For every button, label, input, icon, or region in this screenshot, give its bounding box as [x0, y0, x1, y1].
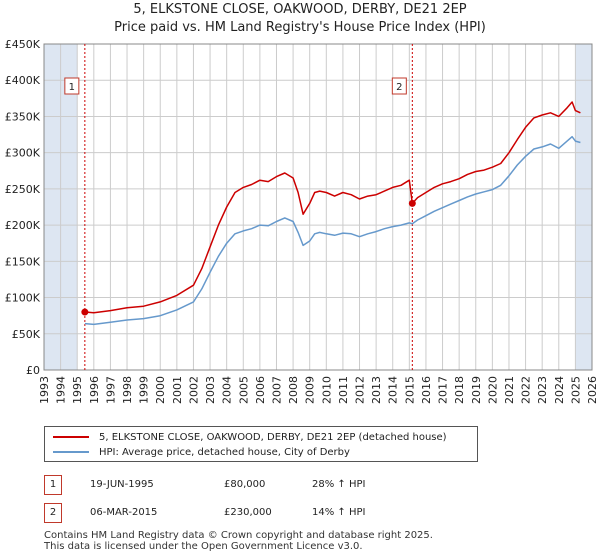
chart-title: 5, ELKSTONE CLOSE, OAKWOOD, DERBY, DE21 … — [133, 2, 467, 17]
x-tick-label: 2024 — [553, 376, 566, 404]
x-tick-label: 2016 — [420, 376, 433, 404]
sale-marker-label: 2 — [396, 82, 402, 93]
x-tick-label: 2012 — [354, 376, 367, 404]
x-tick-label: 2000 — [154, 376, 167, 404]
x-tick-label: 1999 — [138, 376, 151, 404]
legend-label-property: 5, ELKSTONE CLOSE, OAKWOOD, DERBY, DE21 … — [99, 431, 447, 443]
sale-marker-badge: 2 — [44, 503, 62, 523]
y-tick-label: £100K — [5, 292, 41, 305]
x-tick-label: 2020 — [486, 376, 499, 404]
sale-marker-box — [64, 77, 80, 95]
y-tick-label: £350K — [5, 110, 41, 123]
legend-label-hpi: HPI: Average price, detached house, City… — [99, 446, 350, 458]
chart-subtitle: Price paid vs. HM Land Registry's House … — [114, 20, 486, 35]
footer-line-2: This data is licensed under the Open Gov… — [44, 541, 363, 552]
x-tick-label: 2007 — [270, 376, 283, 404]
x-tick-label: 2018 — [453, 376, 466, 404]
y-tick-label: £450K — [5, 38, 41, 51]
sale-price: £230,000 — [224, 507, 272, 518]
sale-marker-label: 1 — [69, 82, 75, 93]
x-tick-label: 2022 — [520, 376, 533, 404]
x-tick-label: 2019 — [470, 376, 483, 404]
x-tick-label: 2008 — [287, 376, 300, 404]
x-tick-label: 1993 — [38, 376, 51, 404]
y-tick-label: £150K — [5, 255, 41, 268]
x-tick-label: 2001 — [171, 376, 184, 404]
series-line-property — [84, 101, 581, 314]
y-tick-label: £200K — [5, 219, 41, 232]
sale-date: 06-MAR-2015 — [90, 507, 158, 518]
y-tick-label: £400K — [5, 74, 41, 87]
legend: 5, ELKSTONE CLOSE, OAKWOOD, DERBY, DE21 … — [44, 426, 478, 462]
sale-price: £80,000 — [224, 479, 266, 490]
x-tick-label: 2026 — [586, 376, 599, 404]
x-tick-label: 1995 — [71, 376, 84, 404]
x-tick-label: 2017 — [437, 376, 450, 404]
footer-line-1: Contains HM Land Registry data © Crown c… — [44, 530, 433, 541]
x-tick-label: 2002 — [187, 376, 200, 404]
sale-marker-box — [391, 77, 407, 95]
y-tick-label: £50K — [12, 328, 41, 341]
price-chart: £0 £50K £100K £150K £200K £250K £300K £350K £400… — [5, 38, 599, 404]
sale-hpi-diff: 28% ↑ HPI — [312, 479, 366, 490]
x-tick-label: 2009 — [304, 376, 317, 404]
footer: Contains HM Land Registry data © Crown c… — [44, 530, 433, 552]
sale-point — [408, 199, 416, 207]
x-tick-label: 2006 — [254, 376, 267, 404]
legend-item-hpi: HPI: Average price, detached house, City… — [53, 445, 350, 459]
legend-swatch-hpi — [53, 451, 89, 453]
plot-frame — [43, 43, 593, 371]
y-tick-label: £250K — [5, 183, 41, 196]
x-tick-label: 2025 — [569, 376, 582, 404]
x-tick-label: 1994 — [55, 376, 68, 404]
legend-item-property: 5, ELKSTONE CLOSE, OAKWOOD, DERBY, DE21 … — [53, 430, 447, 444]
sale-date: 19-JUN-1995 — [90, 479, 154, 490]
x-tick-label: 1998 — [121, 376, 134, 404]
x-tick-label: 2013 — [370, 376, 383, 404]
sale-point — [81, 308, 89, 316]
y-tick-label: £300K — [5, 147, 41, 160]
legend-swatch-property — [53, 436, 89, 438]
x-tick-label: 2010 — [320, 376, 333, 404]
x-tick-label: 1997 — [104, 376, 117, 404]
x-tick-label: 2015 — [403, 376, 416, 404]
x-tick-label: 2005 — [237, 376, 250, 404]
x-tick-label: 2011 — [337, 376, 350, 404]
shaded-region — [575, 44, 592, 370]
sale-marker-badge: 1 — [44, 475, 62, 495]
x-tick-label: 2003 — [204, 376, 217, 404]
x-tick-label: 2023 — [536, 376, 549, 404]
x-tick-label: 1996 — [88, 376, 101, 404]
x-tick-label: 2014 — [387, 376, 400, 404]
y-tick-label: £0 — [26, 364, 40, 377]
sale-hpi-diff: 14% ↑ HPI — [312, 507, 366, 518]
x-tick-label: 2004 — [221, 376, 234, 404]
series-line-hpi — [84, 135, 581, 326]
x-tick-label: 2021 — [503, 376, 516, 404]
